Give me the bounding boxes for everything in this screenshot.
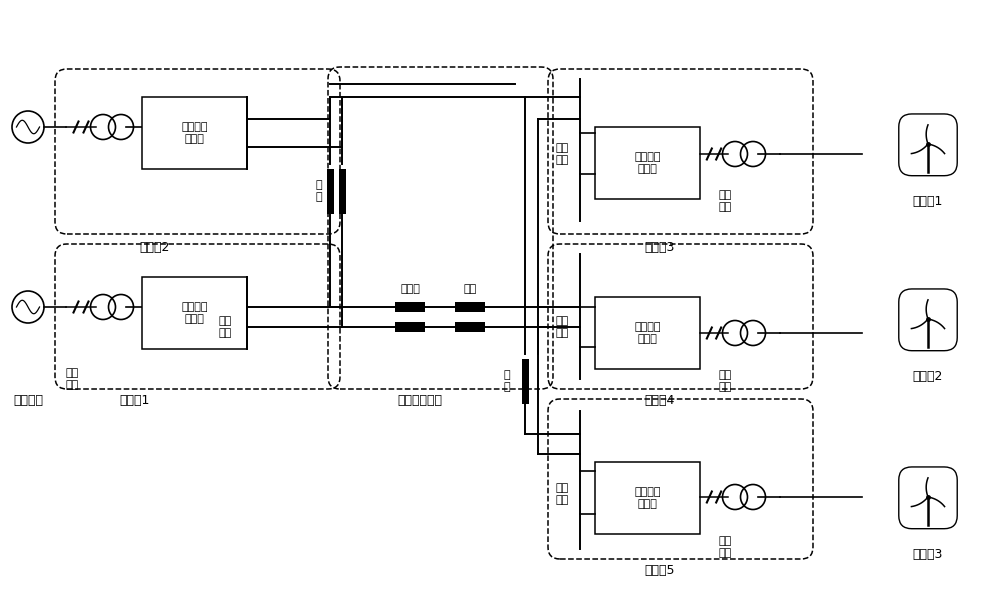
Bar: [595, 462, 700, 534]
Text: 电缆: 电缆: [463, 284, 477, 294]
Text: 电
缆: 电 缆: [315, 180, 322, 202]
Bar: [595, 297, 700, 369]
Bar: [339, 168, 346, 213]
Text: 架空线: 架空线: [400, 284, 420, 294]
FancyBboxPatch shape: [899, 467, 957, 529]
FancyBboxPatch shape: [899, 289, 957, 350]
Bar: [395, 322, 425, 332]
Text: 直流
母线: 直流 母线: [218, 316, 232, 338]
Text: 交流
母线: 交流 母线: [718, 190, 732, 212]
Bar: [327, 168, 334, 213]
Text: 换流站1: 换流站1: [120, 395, 150, 408]
Text: 交流
母线: 交流 母线: [718, 370, 732, 392]
Text: 柔性直流
换流器: 柔性直流 换流器: [634, 152, 661, 174]
Text: 直流
母线: 直流 母线: [555, 316, 569, 338]
Text: 柔性直流
换流器: 柔性直流 换流器: [634, 322, 661, 344]
Text: 电
缆: 电 缆: [503, 370, 510, 392]
Text: 风电场3: 风电场3: [913, 548, 943, 561]
Text: 交流
母线: 交流 母线: [718, 536, 732, 558]
Text: 换流站2: 换流站2: [140, 240, 170, 253]
Text: 直流
母线: 直流 母线: [555, 143, 569, 165]
Text: 换流站5: 换流站5: [645, 564, 675, 577]
Text: 柔性直流
换流器: 柔性直流 换流器: [634, 487, 661, 509]
Text: 交流
母线: 交流 母线: [65, 368, 79, 390]
Text: 直流输电线路: 直流输电线路: [398, 395, 443, 408]
Text: 柔性直流
换流器: 柔性直流 换流器: [181, 302, 208, 324]
FancyBboxPatch shape: [899, 114, 957, 176]
Text: 换流站4: 换流站4: [645, 395, 675, 408]
Bar: [395, 302, 425, 312]
Bar: [595, 127, 700, 199]
Text: 风电场2: 风电场2: [913, 369, 943, 382]
Text: 直流
母线: 直流 母线: [555, 483, 569, 505]
Text: 交流电网: 交流电网: [13, 395, 43, 408]
Text: 柔性直流
换流器: 柔性直流 换流器: [181, 122, 208, 144]
Bar: [142, 277, 247, 349]
Text: 风电场1: 风电场1: [913, 194, 943, 207]
Text: 换流站3: 换流站3: [645, 240, 675, 253]
Bar: [455, 302, 485, 312]
Bar: [455, 322, 485, 332]
Bar: [522, 359, 528, 403]
Bar: [142, 97, 247, 169]
